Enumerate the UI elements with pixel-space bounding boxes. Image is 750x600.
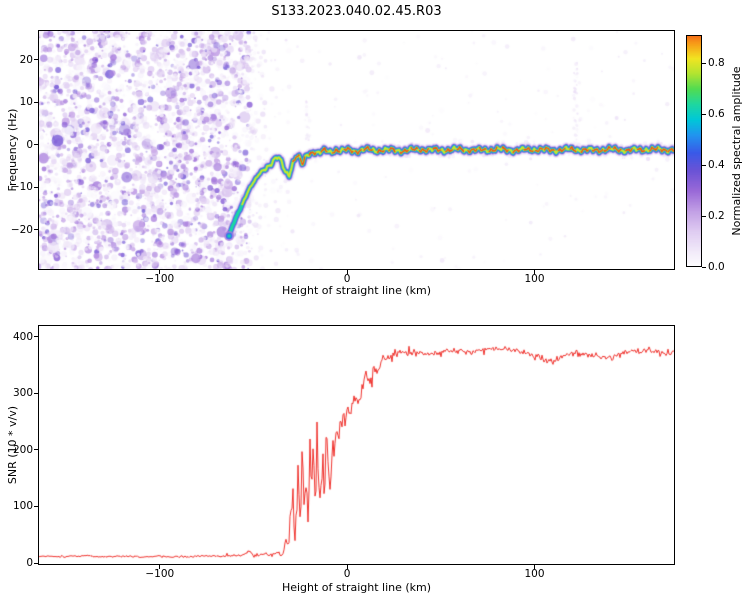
- tick-mark: [34, 449, 38, 451]
- tick-mark: [702, 62, 706, 64]
- tick-label: 400: [12, 330, 33, 343]
- tick-label: 0: [26, 138, 33, 151]
- tick-label: −100: [145, 568, 175, 580]
- tick-mark: [34, 59, 38, 61]
- figure-title: S133.2023.040.02.45.R03: [271, 4, 442, 19]
- tick-label: 0.2: [708, 210, 725, 222]
- tick-mark: [702, 164, 706, 166]
- tick-label: 10: [19, 96, 33, 109]
- tick-label: 200: [12, 443, 33, 456]
- tick-label: 0.4: [708, 159, 725, 172]
- tick-mark: [34, 144, 38, 146]
- tick-label: −100: [145, 273, 175, 285]
- tick-label: 100: [524, 568, 545, 580]
- tick-mark: [533, 270, 535, 274]
- tick-mark: [34, 186, 38, 188]
- tick-mark: [34, 505, 38, 507]
- spectrogram-canvas: [38, 30, 675, 270]
- tick-mark: [346, 565, 348, 569]
- tick-mark: [533, 565, 535, 569]
- colorbar-gradient: [686, 35, 702, 267]
- tick-label: 0.6: [708, 108, 725, 121]
- tick-label: 0: [343, 568, 351, 580]
- spectrogram-xlabel: Height of straight line (km): [281, 284, 432, 297]
- tick-mark: [702, 113, 706, 115]
- tick-label: 300: [12, 387, 33, 400]
- tick-mark: [702, 215, 706, 217]
- tick-label: 0: [343, 273, 351, 285]
- tick-mark: [702, 266, 706, 268]
- tick-label: 100: [12, 500, 33, 513]
- tick-mark: [159, 270, 161, 274]
- tick-mark: [34, 562, 38, 564]
- tick-label: −10: [10, 181, 33, 194]
- tick-label: 0.0: [708, 261, 725, 273]
- snr-xlabel: Height of straight line (km): [281, 581, 432, 594]
- tick-mark: [34, 229, 38, 231]
- tick-label: 20: [19, 53, 33, 66]
- tick-label: 0.8: [708, 57, 725, 70]
- tick-mark: [34, 101, 38, 103]
- tick-label: −20: [10, 223, 33, 236]
- tick-mark: [34, 392, 38, 394]
- snr-canvas: [38, 325, 675, 565]
- tick-label: 0: [26, 557, 33, 570]
- tick-mark: [346, 270, 348, 274]
- tick-mark: [34, 336, 38, 338]
- tick-label: 100: [524, 273, 545, 285]
- tick-mark: [159, 565, 161, 569]
